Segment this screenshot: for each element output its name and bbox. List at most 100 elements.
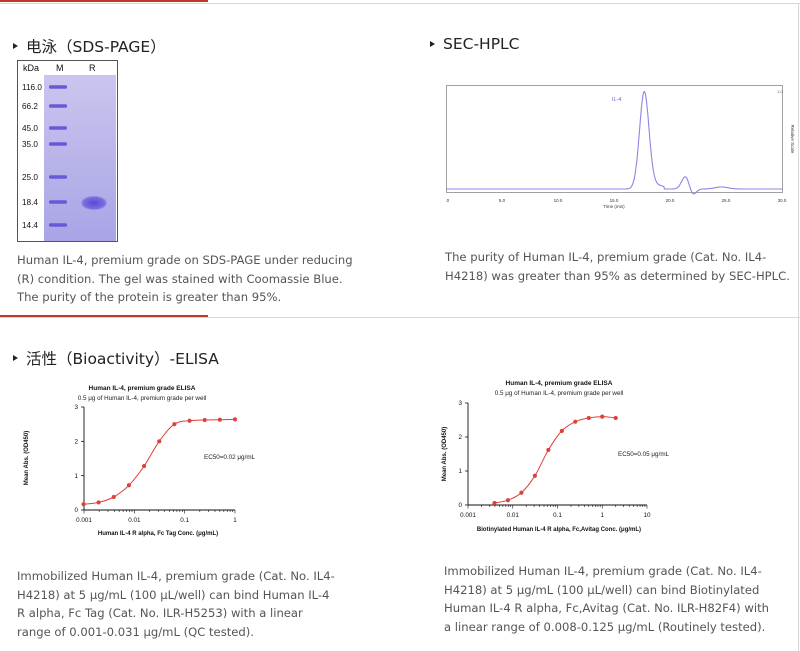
- bio-section-title: 活性（Bioactivity）-ELISA: [13, 347, 219, 369]
- hplc-svg: IL-4 0.0 5.0 10.0 15.0 20.0 25.0 30.0 Time (mi…: [443, 85, 795, 209]
- elisa-y-tick-label: 0: [74, 507, 78, 514]
- hplc-title-text: SEC-HPLC: [443, 35, 520, 53]
- elisa-y-tick-label: 0: [458, 502, 462, 509]
- hplc-peak-label: IL-4: [612, 97, 621, 103]
- elisa-2-y-axis-label: Mean Abs. (OD450): [442, 427, 448, 481]
- elisa-y-tick-label: 2: [74, 439, 78, 446]
- elisa-data-point: [559, 428, 564, 433]
- elisa-data-point: [96, 500, 101, 505]
- hplc-x-tick-label: 25.0: [722, 198, 731, 203]
- elisa-x-tick-label: 0.01: [507, 512, 520, 519]
- gel-sample-band: [81, 196, 107, 210]
- elisa-1-y-axis-label: Mean Abs. (OD450): [24, 431, 30, 485]
- gel-marker-band: [49, 85, 67, 89]
- elisa-y-tick-label: 3: [74, 404, 78, 411]
- elisa-2-subtitle: 0.5 μg of Human IL-4, premium grade per …: [495, 390, 624, 397]
- gel-marker-label: 66.2: [22, 102, 38, 111]
- gel-marker-band: [49, 126, 67, 130]
- elisa-data-point: [217, 417, 222, 422]
- elisa-data-point: [519, 490, 524, 495]
- bio-title-text: 活性（Bioactivity）-ELISA: [26, 350, 219, 368]
- elisa-data-point: [232, 417, 238, 422]
- hplc-x-tick-label: 20.0: [666, 198, 675, 203]
- gel-marker-band: [49, 175, 67, 179]
- gel-marker-band: [49, 104, 67, 108]
- elisa-2-title: Human IL-4, premium grade ELISA: [506, 380, 613, 387]
- hplc-x-tick-label: 10.0: [554, 198, 563, 203]
- elisa-2-svg: Human IL-4, premium grade ELISA 0.5 μg o…: [442, 380, 670, 533]
- hplc-x-tick-label: 15.0: [610, 198, 619, 203]
- top-accent-line: [0, 0, 208, 2]
- elisa-data-point: [586, 415, 591, 421]
- elisa-fit-curve: [83, 418, 236, 505]
- gel-svg: kDa M R 116.0 66.2 45.0 35.0 25.0 18.4 14.4: [22, 63, 116, 241]
- elisa-data-point: [546, 447, 551, 453]
- elisa-data-point: [573, 419, 578, 424]
- elisa-y-tick-label: 3: [458, 400, 462, 407]
- elisa-y-tick-label: 1: [74, 473, 78, 480]
- elisa-1-x-axis-label: Human IL-4 R alpha, Fc Tag Conc. (μg/mL): [98, 531, 218, 537]
- hplc-section-title: SEC-HPLC: [430, 35, 520, 53]
- right-border: [798, 3, 799, 651]
- elisa-data-point: [81, 502, 86, 507]
- elisa-data-point: [492, 500, 497, 506]
- elisa-chart-1: Human IL-4, premium grade ELISA 0.5 μg o…: [20, 380, 280, 550]
- hplc-plot-frame: [446, 85, 783, 193]
- sds-section-title: 电泳（SDS-PAGE）: [13, 35, 166, 57]
- elisa-2-x-axis-label: Biotinylated Human IL-4 R alpha, Fc,Avit…: [477, 527, 641, 533]
- elisa-x-tick-label: 1: [233, 517, 237, 524]
- elisa-x-tick-label: 10: [643, 512, 651, 519]
- elisa-data-point: [157, 439, 162, 444]
- elisa-data-point: [172, 422, 177, 427]
- sds-caption: Human IL-4, premium grade on SDS-PAGE un…: [17, 253, 353, 304]
- elisa-1-subtitle: 0.5 μg of Human IL-4, premium grade per …: [78, 395, 207, 402]
- elisa-x-tick-label: 1: [600, 512, 604, 519]
- elisa-data-point: [141, 463, 147, 469]
- hplc-x-tick-label: 30.0: [778, 198, 787, 203]
- top-divider: [0, 3, 800, 4]
- hplc-chart: IL-4 0.0 5.0 10.0 15.0 20.0 25.0 30.0 Time (mi…: [443, 85, 796, 210]
- elisa-data-point: [532, 473, 537, 478]
- elisa-1-title: Human IL-4, premium grade ELISA: [89, 385, 196, 392]
- gel-header-r: R: [89, 63, 96, 73]
- middle-divider: [0, 317, 800, 318]
- gel-header-kda: kDa: [23, 63, 39, 73]
- elisa-2-ec50: EC50=0.05 μg/mL: [618, 451, 670, 458]
- hplc-y-axis-label: Relative Scale: [790, 125, 795, 154]
- hplc-x-axis-label: Time (min): [603, 204, 625, 209]
- gel-marker-label: 14.4: [22, 221, 38, 230]
- gel-marker-band: [49, 142, 67, 146]
- hplc-x-tick-label: 0.0: [446, 198, 450, 203]
- gel-marker-label: 18.4: [22, 198, 38, 207]
- elisa-x-tick-label: 0.001: [460, 512, 476, 519]
- elisa-y-tick-label: 2: [458, 434, 462, 441]
- elisa-2-caption: Immobilized Human IL-4, premium grade (C…: [444, 564, 769, 634]
- gel-lanes: [44, 75, 116, 241]
- elisa-data-point: [187, 418, 192, 423]
- elisa-x-tick-label: 0.1: [553, 512, 562, 519]
- gel-marker-band: [49, 223, 67, 227]
- gel-marker-band: [49, 200, 67, 204]
- sds-title-text: 电泳（SDS-PAGE）: [26, 38, 166, 56]
- gel-marker-label: 25.0: [22, 173, 38, 182]
- bullet-triangle-icon: [13, 43, 18, 49]
- bullet-triangle-icon: [430, 41, 435, 47]
- elisa-data-point: [613, 415, 618, 421]
- hplc-corner-tick: 1.0: [777, 89, 783, 94]
- elisa-data-point: [600, 414, 605, 419]
- bullet-triangle-icon: [13, 355, 18, 361]
- elisa-data-point: [202, 417, 207, 423]
- elisa-data-point: [126, 483, 132, 488]
- elisa-data-point: [111, 494, 116, 500]
- gel-header-m: M: [56, 63, 64, 73]
- elisa-chart-2: Human IL-4, premium grade ELISA 0.5 μg o…: [438, 376, 698, 538]
- hplc-caption: The purity of Human IL-4, premium grade …: [445, 250, 790, 283]
- elisa-x-tick-label: 0.1: [180, 517, 189, 524]
- elisa-fit-curve: [494, 416, 616, 504]
- elisa-1-svg: Human IL-4, premium grade ELISA 0.5 μg o…: [24, 385, 256, 537]
- elisa-1-caption: Immobilized Human IL-4, premium grade (C…: [17, 569, 335, 639]
- gel-marker-label: 116.0: [22, 83, 42, 92]
- hplc-x-tick-label: 5.0: [499, 198, 506, 203]
- sds-gel-image: kDa M R 116.0 66.2 45.0 35.0 25.0 18.4 14.4: [17, 60, 118, 242]
- elisa-x-tick-label: 0.001: [76, 517, 92, 524]
